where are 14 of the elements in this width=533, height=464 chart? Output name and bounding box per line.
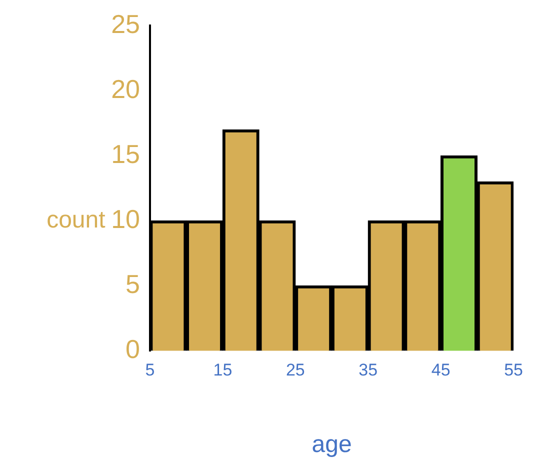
y-axis-title: count	[46, 206, 106, 234]
y-tick-label: 10	[111, 204, 140, 234]
y-tick-label: 0	[126, 334, 140, 364]
x-tick-label: 25	[286, 360, 305, 380]
x-tick-label: 5	[145, 360, 155, 380]
y-tick-label: 25	[111, 8, 140, 39]
y-tick-label: 20	[111, 74, 140, 104]
x-tick-label: 15	[213, 360, 232, 380]
y-tick-label: 5	[126, 268, 140, 299]
x-axis-title: age	[312, 431, 352, 458]
x-tick-label: 45	[431, 360, 450, 380]
x-tick-label: 55	[504, 360, 524, 380]
x-tick-label: 35	[358, 360, 378, 380]
y-tick-label: 15	[111, 138, 140, 169]
